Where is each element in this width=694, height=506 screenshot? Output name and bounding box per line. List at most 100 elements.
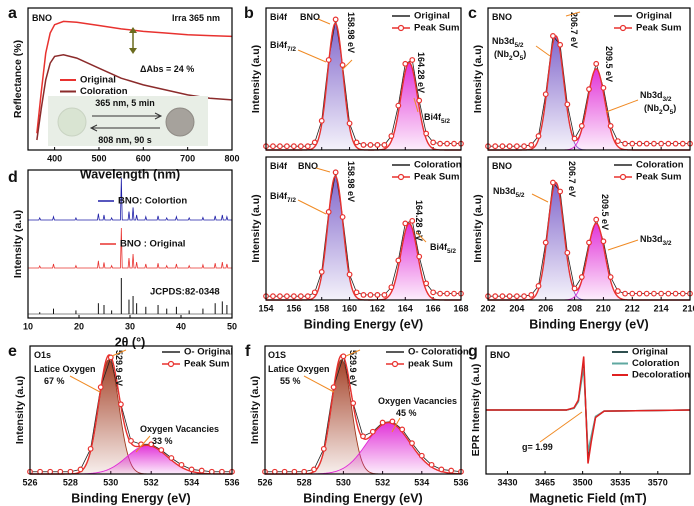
callout-line [135,435,151,453]
series-line [486,356,691,464]
data-point [437,290,444,297]
x-tick-label: 156 [286,303,301,313]
annotation: Bi4f7/2 [270,40,296,52]
annotation-text: BNO [492,161,512,171]
data-point [571,135,578,142]
panel-letter: d [8,169,18,186]
annotation: Nb3d5/2 [493,186,525,198]
x-axis-label: Wavelength (nm) [80,167,180,181]
pattern-line [28,177,232,221]
data-point [311,289,318,296]
annotation: Nb3d5/2 [492,36,524,48]
x-tick-label: 30 [125,321,135,331]
annotation-text: 158.98 eV [346,12,356,53]
annotation-text: Latice Oxygen [34,364,96,374]
legend-label: Original [636,11,672,22]
data-point [430,139,437,146]
x-tick-label: 166 [426,303,441,313]
data-point [37,468,43,475]
annotation: 67 % [44,376,65,386]
data-point [658,290,665,297]
data-point [672,290,679,297]
data-point [320,445,327,452]
data-point [318,117,325,124]
x-tick-label: 162 [370,303,385,313]
data-point [360,142,367,148]
data-point [304,143,311,150]
data-point [374,142,381,148]
legend-label: Coloration [414,160,462,171]
x-axis-label: Binding Energy (eV) [304,317,423,331]
x-tick-label: 160 [342,303,357,313]
data-point [622,290,628,297]
x-tick-label: 500 [91,153,106,163]
data-point [492,293,499,300]
annotation: 158.98 eV [346,12,356,53]
plot-frame [265,156,462,301]
subscript: 7/2 [287,197,296,204]
x-tick-label: 3535 [610,477,630,487]
annotation: (Nb2O5) [644,103,676,115]
x-tick-label: 20 [74,321,84,331]
subscript: 7/2 [287,46,296,53]
annotation-text: 164.28 eV [416,52,426,93]
plot-frame [29,345,233,475]
data-point [399,426,406,433]
data-point [369,428,376,435]
plot-frame [265,7,462,151]
annotation-text: Bi4f [270,191,288,201]
data-point [557,188,564,195]
y-axis-label: Intensity (a.u) [250,194,262,262]
data-point [339,62,346,68]
data-point [283,293,290,300]
y-axis-label: Reflectance (%) [12,40,24,118]
x-tick-label: 204 [509,303,524,313]
x-tick-label: 536 [453,477,468,487]
annotation-text: O1s [34,350,51,360]
subscript: 5/2 [516,192,525,199]
data-point [564,101,571,108]
data-point [550,179,556,186]
y-axis-label: Intensity (a.u) [14,376,26,444]
callout-line [539,411,583,443]
x-tick-label: 536 [224,477,239,487]
annotation-text: ) [673,103,676,113]
data-point [578,274,585,280]
data-point [451,140,457,147]
y-axis-label: Intensity (a.u) [472,45,484,113]
annotation: BNO [490,350,510,360]
callout-line [531,193,549,203]
annotation-text: Bi4f [270,161,288,171]
data-point [346,271,353,278]
data-point [658,140,665,147]
data-point [381,291,388,298]
data-point [389,418,396,425]
data-point [360,291,367,298]
data-point [600,238,607,245]
subscript: 5 [520,55,524,62]
data-point [521,143,527,150]
x-tick-label: 168 [453,303,468,313]
annotation-text: Latice Oxygen [268,364,330,374]
annotation-text: 164.28 eV [414,200,424,241]
data-point [148,441,155,448]
data-point [665,290,672,297]
data-point [332,169,339,176]
x-tick-label: 530 [336,477,351,487]
series-line [36,20,233,134]
legend-swatch [167,360,175,368]
fit-component [266,222,461,301]
data-point [586,239,592,246]
data-point [586,86,592,93]
sample-colored [165,107,195,137]
annotation-text: Nb3d [492,36,515,46]
annotation: 164.28 eV [414,200,424,241]
fit-component [266,175,461,301]
x-tick-label: 530 [103,477,118,487]
callout-line [111,349,127,357]
subscript: 5/2 [515,42,524,49]
data-point [277,143,283,150]
annotation-text: 529.9 eV [348,350,358,386]
x-tick-label: 3500 [573,477,593,487]
y-axis-label: Intensity (a.u) [472,194,484,262]
